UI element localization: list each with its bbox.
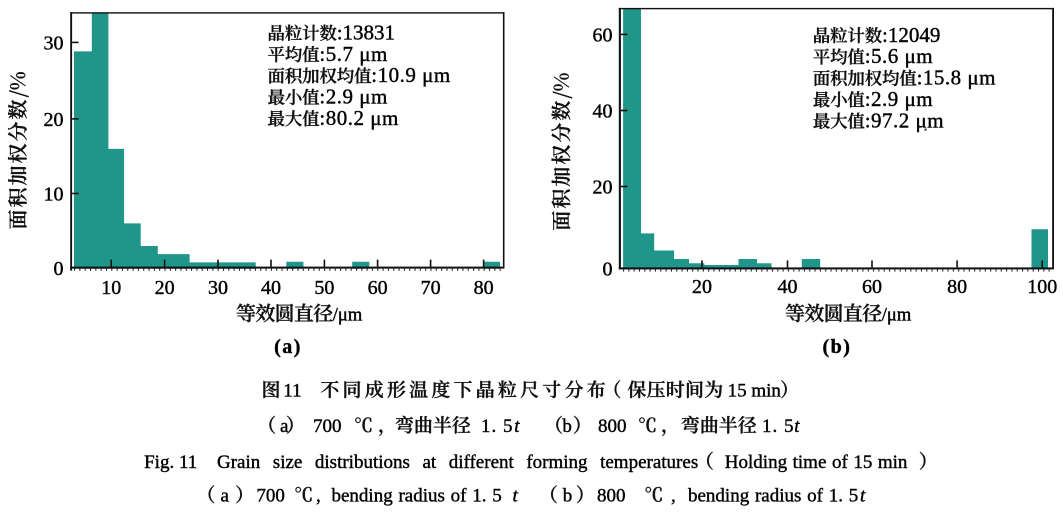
svg-text:b: b xyxy=(562,416,572,437)
svg-text:40: 40 xyxy=(593,101,613,123)
svg-text:a: a xyxy=(221,486,230,507)
svg-text:700: 700 xyxy=(313,416,342,437)
svg-text:80: 80 xyxy=(947,276,967,298)
svg-text:t: t xyxy=(514,416,520,437)
svg-text:t: t xyxy=(513,486,519,507)
svg-text:b: b xyxy=(563,486,573,507)
svg-text:t: t xyxy=(794,416,800,437)
svg-text:60: 60 xyxy=(862,276,882,298)
svg-text:(a): (a) xyxy=(274,336,302,358)
svg-text::5.6 μm: :5.6 μm xyxy=(865,44,933,68)
svg-text::13831: :13831 xyxy=(337,20,395,44)
svg-text:800: 800 xyxy=(598,416,627,437)
svg-text::2.9 μm: :2.9 μm xyxy=(319,85,387,109)
svg-text:20: 20 xyxy=(155,277,175,299)
svg-text:bending radius of 1. 5: bending radius of 1. 5 xyxy=(688,486,858,507)
svg-text:(b): (b) xyxy=(823,336,852,358)
svg-text:30: 30 xyxy=(208,277,228,299)
svg-text::15.8 μm: :15.8 μm xyxy=(917,66,996,90)
svg-text:t: t xyxy=(860,486,866,507)
svg-text:1. 5: 1. 5 xyxy=(481,416,514,437)
svg-text::80.2 μm: :80.2 μm xyxy=(319,106,398,130)
svg-text:10: 10 xyxy=(44,184,64,206)
svg-text:20: 20 xyxy=(593,177,613,199)
svg-text:800: 800 xyxy=(597,486,626,507)
svg-text:a: a xyxy=(280,416,289,437)
svg-text:15 min: 15 min xyxy=(728,381,782,402)
svg-text:30: 30 xyxy=(44,33,64,55)
svg-text:/μm: /μm xyxy=(333,306,363,326)
svg-text:Fig. 11: Fig. 11 xyxy=(144,452,197,473)
svg-text::12049: :12049 xyxy=(882,23,940,47)
svg-text:0: 0 xyxy=(54,258,64,280)
svg-text:Holding time of 15 min: Holding time of 15 min xyxy=(725,452,908,473)
svg-text:700: 700 xyxy=(256,486,285,507)
svg-text:100: 100 xyxy=(1027,276,1057,298)
svg-text::2.9 μm: :2.9 μm xyxy=(865,87,933,111)
svg-text::5.7 μm: :5.7 μm xyxy=(319,42,387,66)
svg-text:40: 40 xyxy=(261,277,281,299)
svg-text:/μm: /μm xyxy=(882,306,912,326)
svg-text:,: , xyxy=(671,486,676,507)
svg-text:11: 11 xyxy=(283,381,301,402)
svg-text:60: 60 xyxy=(593,25,613,47)
svg-text:20: 20 xyxy=(692,276,712,298)
svg-text:20: 20 xyxy=(44,109,64,131)
svg-text:1. 5: 1. 5 xyxy=(762,416,795,437)
svg-text:Grain size distributions at di: Grain size distributions at different fo… xyxy=(217,452,698,473)
svg-text:60: 60 xyxy=(368,277,388,299)
svg-text:50: 50 xyxy=(314,277,334,299)
svg-text:10: 10 xyxy=(101,277,121,299)
svg-text:40: 40 xyxy=(778,276,798,298)
svg-text:80: 80 xyxy=(474,277,494,299)
svg-text::97.2 μm: :97.2 μm xyxy=(865,108,944,132)
svg-text:0: 0 xyxy=(603,259,613,281)
svg-text:bending radius of 1. 5: bending radius of 1. 5 xyxy=(332,486,502,507)
svg-text:,: , xyxy=(316,486,321,507)
svg-text::10.9 μm: :10.9 μm xyxy=(371,63,450,87)
svg-text:70: 70 xyxy=(421,277,441,299)
